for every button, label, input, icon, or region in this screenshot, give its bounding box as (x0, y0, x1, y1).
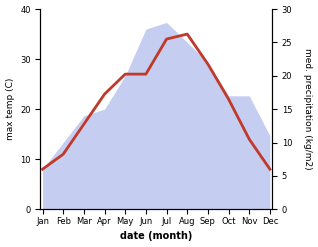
Y-axis label: max temp (C): max temp (C) (5, 78, 15, 140)
Y-axis label: med. precipitation (kg/m2): med. precipitation (kg/m2) (303, 48, 313, 170)
X-axis label: date (month): date (month) (120, 231, 192, 242)
